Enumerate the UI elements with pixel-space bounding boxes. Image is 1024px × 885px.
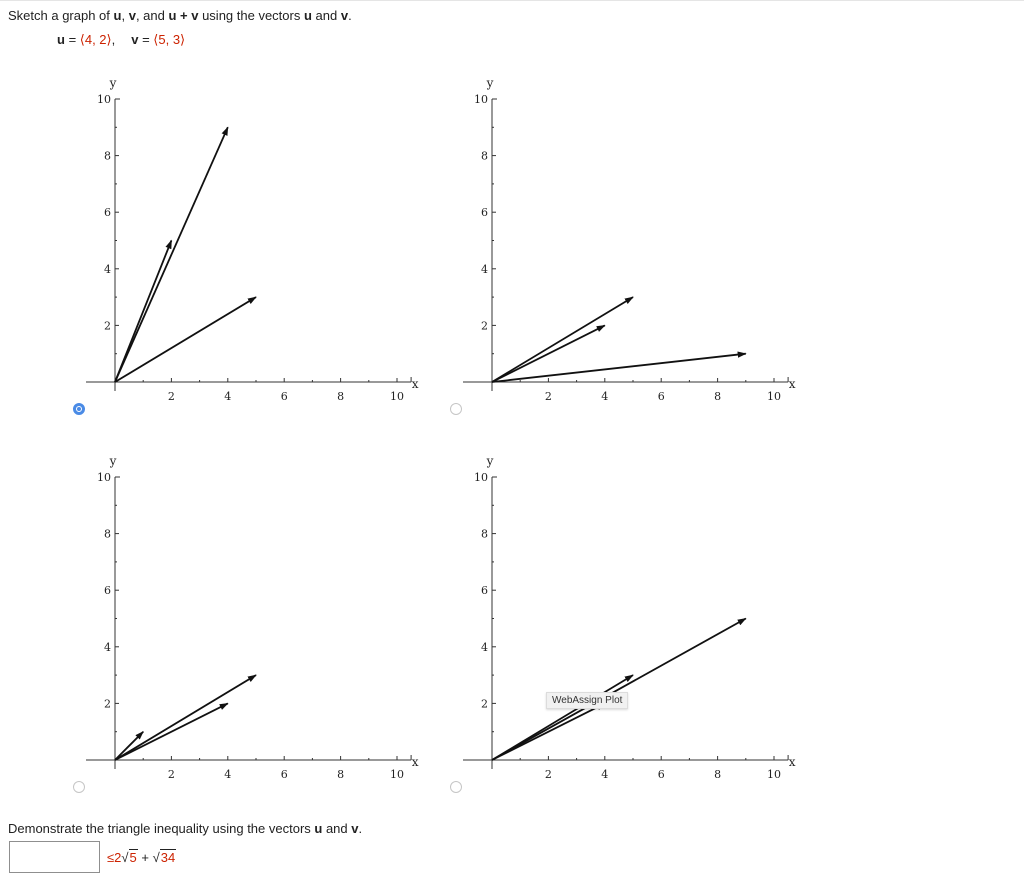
x-tick-label: 6 — [281, 768, 288, 781]
x-tick-label: 8 — [714, 390, 721, 403]
vector-v-value: ⟨5, 3⟩ — [153, 32, 186, 47]
y-tick-label: 10 — [97, 471, 111, 484]
plot-c-svg: 2 4 6 8 10 2 4 6 8 10 x y — [86, 454, 419, 781]
y-tick-label: 6 — [104, 584, 111, 597]
y-tick-label: 8 — [104, 528, 111, 541]
y-tick-label: 4 — [481, 263, 488, 276]
plot-d-svg: 2 4 6 8 10 2 4 6 8 10 x y — [463, 454, 796, 781]
y-tick-label: 4 — [104, 263, 111, 276]
y-tick-label: 8 — [104, 150, 111, 163]
vector-arrow — [491, 702, 606, 761]
y-tick-label: 10 — [474, 93, 488, 106]
vector-arrow — [114, 674, 257, 761]
y-tick-label: 6 — [481, 206, 488, 219]
plot-option-d: 2 4 6 8 10 2 4 6 8 10 x y — [455, 453, 835, 813]
vector-arrow — [491, 617, 747, 761]
plot-option-a: 2 4 6 8 10 2 4 6 8 10 x y — [78, 75, 458, 435]
given-vectors: u = ⟨4, 2⟩, v = ⟨5, 3⟩ — [57, 32, 186, 47]
x-tick-label: 8 — [337, 390, 344, 403]
y-tick-label: 4 — [104, 641, 111, 654]
y-tick-label: 2 — [104, 319, 111, 332]
y-tick-label: 8 — [481, 150, 488, 163]
vector-u-label: u — [57, 32, 65, 47]
x-tick-label: 10 — [390, 390, 404, 403]
x-tick-label: 6 — [658, 768, 665, 781]
x-tick-label: 8 — [337, 768, 344, 781]
x-tick-label: 10 — [767, 768, 781, 781]
y-tick-label: 8 — [481, 528, 488, 541]
x-tick-label: 4 — [224, 768, 231, 781]
radio-option-c[interactable] — [73, 781, 85, 793]
y-axis-label: y — [486, 76, 494, 90]
x-tick-label: 8 — [714, 768, 721, 781]
y-tick-label: 10 — [97, 93, 111, 106]
y-tick-label: 6 — [104, 206, 111, 219]
vector-arrow — [491, 674, 634, 761]
radio-option-a[interactable] — [73, 403, 85, 415]
x-axis-label: x — [412, 755, 419, 769]
vector-arrow — [114, 702, 229, 761]
triangle-inequality-answer-input[interactable] — [9, 841, 100, 873]
x-tick-label: 4 — [601, 768, 608, 781]
vector-arrow — [114, 239, 173, 383]
vector-arrow — [491, 351, 747, 383]
x-tick-label: 2 — [168, 768, 175, 781]
x-tick-label: 4 — [224, 390, 231, 403]
y-tick-label: 4 — [481, 641, 488, 654]
y-tick-label: 10 — [474, 471, 488, 484]
x-axis-label: x — [789, 755, 796, 769]
plot-b-svg: 2 4 6 8 10 2 4 6 8 10 x y — [463, 76, 796, 403]
y-tick-label: 2 — [481, 319, 488, 332]
radio-option-d[interactable] — [450, 781, 462, 793]
y-tick-label: 2 — [481, 697, 488, 710]
x-tick-label: 2 — [545, 390, 552, 403]
question-2-text: Demonstrate the triangle inequality usin… — [8, 821, 363, 836]
y-axis-label: y — [109, 454, 117, 468]
plot-a-svg: 2 4 6 8 10 2 4 6 8 10 x y — [86, 76, 419, 403]
y-tick-label: 6 — [481, 584, 488, 597]
x-tick-label: 10 — [390, 768, 404, 781]
radio-option-b[interactable] — [450, 403, 462, 415]
top-divider — [0, 0, 1024, 1]
x-tick-label: 10 — [767, 390, 781, 403]
vector-u-value: ⟨4, 2⟩ — [79, 32, 112, 47]
y-axis-label: y — [486, 454, 494, 468]
x-tick-label: 2 — [545, 768, 552, 781]
vector-arrow — [491, 296, 634, 383]
vector-arrow — [114, 296, 257, 383]
x-axis-label: x — [412, 377, 419, 391]
y-tick-label: 2 — [104, 697, 111, 710]
vector-arrow — [114, 126, 229, 383]
x-tick-label: 6 — [281, 390, 288, 403]
x-axis-label: x — [789, 377, 796, 391]
plot-option-c: 2 4 6 8 10 2 4 6 8 10 x y — [78, 453, 458, 813]
x-tick-label: 2 — [168, 390, 175, 403]
y-axis-label: y — [109, 76, 117, 90]
x-tick-label: 6 — [658, 390, 665, 403]
question-1-text: Sketch a graph of u, v, and u + v using … — [8, 8, 352, 23]
inequality-expression: ≤2√5 + √34 — [107, 849, 177, 865]
x-tick-label: 4 — [601, 390, 608, 403]
vector-arrow — [491, 324, 606, 383]
vector-arrow — [114, 731, 144, 761]
plot-option-b: 2 4 6 8 10 2 4 6 8 10 x y — [455, 75, 835, 435]
plot-tooltip: WebAssign Plot — [546, 692, 629, 709]
vector-v-label: v — [131, 32, 139, 47]
